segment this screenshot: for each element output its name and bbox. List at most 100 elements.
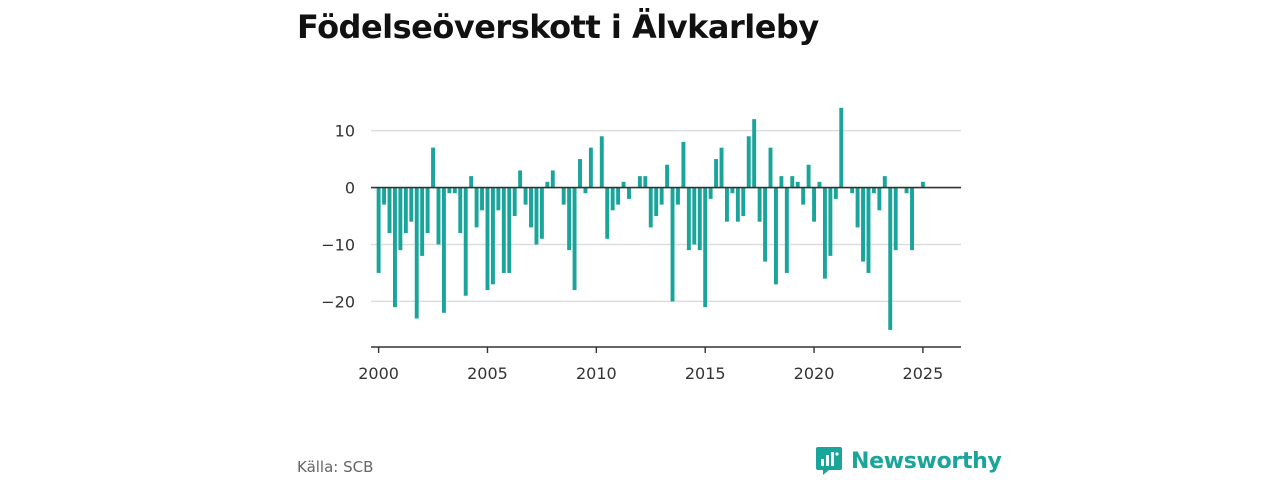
- bar: [893, 187, 898, 251]
- bar: [452, 187, 457, 194]
- bar: [654, 187, 659, 216]
- bar: [686, 187, 691, 251]
- y-tick-label: −10: [321, 235, 355, 254]
- newsworthy-brand: Newsworthy: [815, 446, 1002, 476]
- bar: [616, 187, 621, 205]
- bar: [904, 187, 909, 194]
- bar: [719, 147, 724, 188]
- bar: [725, 187, 729, 222]
- bar: [670, 187, 675, 302]
- bar: [420, 187, 425, 256]
- bar: [507, 187, 512, 273]
- bar: [518, 170, 523, 188]
- bar: [583, 187, 588, 194]
- bar: [801, 187, 806, 205]
- bar: [490, 187, 495, 285]
- x-tick-label: 2005: [467, 364, 508, 383]
- chart-title: Födelseöverskott i Älvkarleby: [297, 8, 819, 46]
- bar: [703, 187, 708, 308]
- bar: [436, 187, 441, 245]
- bar: [637, 176, 642, 188]
- bars-group: [376, 107, 925, 330]
- bar: [529, 187, 533, 228]
- bar: [447, 187, 452, 194]
- x-tick-label: 2025: [903, 364, 944, 383]
- bar: [676, 187, 680, 205]
- bar: [730, 187, 735, 194]
- x-tick-label: 2015: [685, 364, 726, 383]
- y-tick-label: 0: [345, 179, 355, 198]
- bar: [855, 187, 860, 228]
- bar: [387, 187, 392, 234]
- bar: [763, 187, 768, 262]
- bar: [888, 187, 893, 330]
- bar: [665, 164, 670, 188]
- bar: [757, 187, 762, 222]
- bar: [382, 187, 387, 205]
- bar-chart: 10 0 −10 −20 2000 2005 2010 2015 2020 2025: [321, 107, 961, 383]
- bar: [512, 187, 517, 216]
- bar: [768, 147, 773, 188]
- bar: [790, 176, 795, 188]
- bar: [610, 187, 615, 211]
- bar: [866, 187, 871, 273]
- bar: [561, 187, 566, 205]
- bar: [861, 187, 865, 262]
- x-tick-labels: 2000 2005 2010 2015 2020 2025: [358, 364, 943, 383]
- bar: [398, 187, 403, 251]
- bar: [605, 187, 610, 239]
- bar: [588, 147, 593, 188]
- bar: [474, 187, 479, 228]
- newsworthy-logo-icon: [816, 447, 842, 475]
- bar: [920, 181, 925, 188]
- bar: [403, 187, 408, 234]
- bar: [441, 187, 446, 313]
- bar: [425, 187, 430, 234]
- bar: [779, 176, 784, 188]
- bar: [567, 187, 572, 251]
- y-tick-labels: 10 0 −10 −20: [321, 122, 355, 312]
- bar: [882, 176, 887, 188]
- bar: [752, 119, 757, 188]
- bar: [850, 187, 855, 194]
- bar: [627, 187, 631, 199]
- bar: [376, 187, 381, 273]
- bar: [480, 187, 484, 211]
- bar: [463, 187, 468, 296]
- bar: [545, 181, 550, 188]
- bar: [414, 187, 419, 319]
- bar: [469, 176, 474, 188]
- bar: [828, 187, 833, 256]
- bar: [681, 141, 686, 188]
- y-tick-label: 10: [335, 122, 355, 141]
- bar: [839, 107, 844, 188]
- bar: [692, 187, 697, 245]
- bar: [578, 159, 582, 188]
- bar: [550, 170, 555, 188]
- bar: [877, 187, 882, 211]
- bar: [431, 147, 436, 188]
- bar: [643, 176, 648, 188]
- bar: [572, 187, 577, 291]
- bar: [534, 187, 539, 245]
- bar: [539, 187, 544, 239]
- bar: [833, 187, 838, 199]
- bar: [697, 187, 702, 251]
- bar: [523, 187, 528, 205]
- bar: [817, 181, 822, 188]
- bar: [621, 181, 626, 188]
- bar: [501, 187, 506, 273]
- bar: [812, 187, 816, 222]
- bar: [392, 187, 397, 308]
- bar: [806, 164, 811, 188]
- bar: [409, 187, 414, 222]
- bar: [735, 187, 740, 222]
- bar: [708, 187, 713, 199]
- x-tick-label: 2000: [358, 364, 399, 383]
- bar: [648, 187, 653, 228]
- bar: [659, 187, 664, 205]
- brand-name: Newsworthy: [851, 448, 1002, 474]
- bar: [910, 187, 914, 251]
- bar: [871, 187, 876, 194]
- bar: [458, 187, 463, 234]
